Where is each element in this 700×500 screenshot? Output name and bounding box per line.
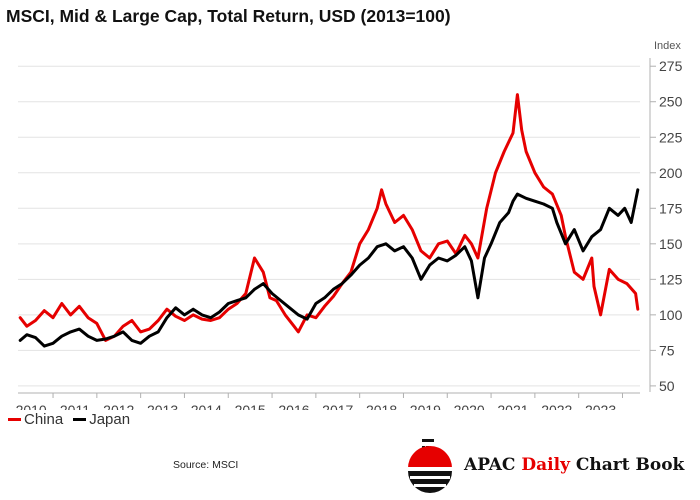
x-tick-label: 2017 [322,402,353,410]
x-tick-label: 2012 [103,402,134,410]
x-tick-label: 2013 [147,402,178,410]
brand-logo-icon [408,439,452,493]
chart-title: MSCI, Mid & Large Cap, Total Return, USD… [6,6,451,26]
y-tick-label: 275 [659,58,683,74]
x-tick-label: 2010 [16,402,47,410]
axes: Index 50 75 100 125 150 175 200 225 250 275 2010 201… [16,40,683,410]
line-chart: Index 50 75 100 125 150 175 200 225 250 275 2010 201… [16,40,683,410]
series-line-japan [18,188,640,348]
legend-label: Japan [89,411,131,428]
x-tick-label: 2020 [454,402,485,410]
legend: China Japan [8,411,130,428]
legend-item-china: China [8,411,63,428]
legend-label: China [24,411,64,428]
y-tick-label: 125 [659,271,683,287]
x-tick-label: 2015 [235,402,266,410]
x-tick-label: 2023 [585,402,616,410]
brand-word-3: Chart Book [575,455,685,475]
x-tick-label: 2022 [541,402,572,410]
brand-word-2: Daily [521,455,570,475]
legend-swatch [73,418,87,421]
series-layer [18,93,640,348]
x-tick-label: 2016 [278,402,309,410]
series-line-china [18,93,640,342]
x-tick-label: 2011 [60,402,90,410]
legend-swatch [8,418,21,421]
source-note: Source: MSCI [173,459,239,471]
y-axis-unit-label: Index [654,40,681,52]
y-tick-label: 150 [659,236,683,252]
y-tick-label: 50 [659,378,675,394]
y-tick-label: 75 [659,342,675,358]
y-tick-label: 200 [659,165,683,181]
brand: APAC Daily Chart Book [402,436,698,496]
y-tick-label: 225 [659,129,683,145]
brand-word-1: APAC [464,455,516,475]
x-tick-label: 2018 [366,402,397,410]
y-tick-label: 100 [659,307,683,323]
y-tick-label: 175 [659,200,683,216]
x-tick-label: 2021 [497,402,528,410]
x-tick-label: 2014 [191,402,222,410]
brand-name: APAC Daily Chart Book [464,455,684,475]
y-tick-label: 250 [659,94,683,110]
legend-item-japan: Japan [73,411,130,428]
x-tick-label: 2019 [410,402,441,410]
